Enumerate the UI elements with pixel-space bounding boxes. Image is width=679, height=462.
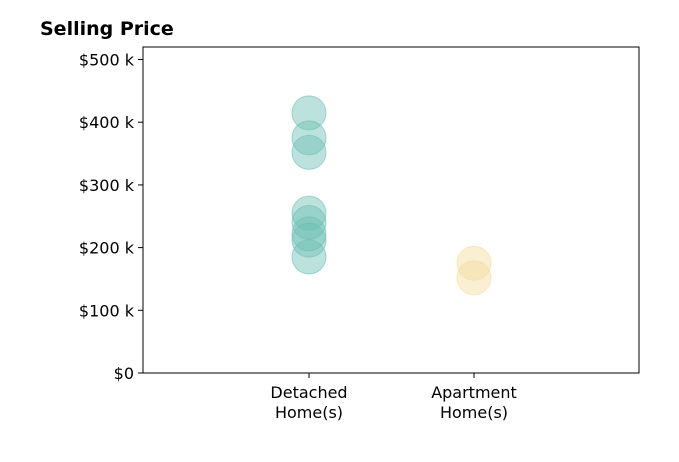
y-tick-label: $300 k [79, 176, 135, 195]
data-point [291, 195, 327, 231]
data-points [291, 95, 492, 296]
y-tick-label: $200 k [79, 239, 135, 258]
x-tick-label: Detached [270, 383, 347, 402]
x-tick-label: Home(s) [275, 403, 343, 422]
y-tick-label: $500 k [79, 51, 135, 70]
data-point [456, 260, 492, 296]
y-tick-label: $0 [114, 364, 134, 383]
y-tick-label: $400 k [79, 113, 135, 132]
data-point [291, 95, 327, 131]
data-point [456, 245, 492, 281]
plot-area-frame [142, 46, 640, 374]
y-tick-label: $100 k [79, 301, 135, 320]
data-point [291, 134, 327, 170]
y-axis: $0 $100 k $200 k $300 k $400 k $500 k [79, 51, 143, 383]
chart-title: Selling Price [40, 18, 174, 40]
data-point [291, 120, 327, 156]
x-tick-label: Home(s) [440, 403, 508, 422]
x-tick-label: Apartment [431, 383, 517, 402]
data-point [291, 239, 327, 275]
